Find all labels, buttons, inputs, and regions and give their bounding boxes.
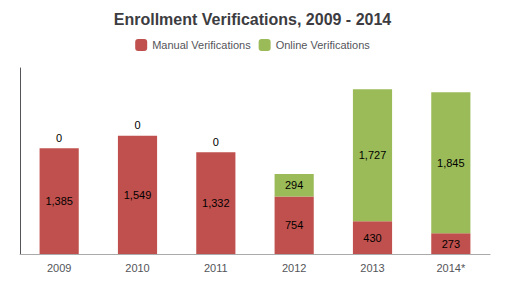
svg-text:2012: 2012 (282, 262, 306, 274)
svg-text:Online Verifications: Online Verifications (276, 39, 371, 51)
svg-text:2009: 2009 (47, 262, 71, 274)
svg-text:2014*: 2014* (436, 262, 465, 274)
svg-text:2011: 2011 (204, 262, 228, 274)
svg-text:Manual Verifications: Manual Verifications (152, 39, 251, 51)
svg-text:273: 273 (442, 238, 460, 250)
svg-text:430: 430 (363, 232, 381, 244)
svg-text:2010: 2010 (125, 262, 149, 274)
svg-text:754: 754 (285, 219, 303, 231)
svg-text:2013: 2013 (360, 262, 384, 274)
svg-text:1,385: 1,385 (45, 195, 73, 207)
svg-text:0: 0 (213, 136, 219, 148)
svg-text:0: 0 (134, 119, 140, 131)
svg-text:294: 294 (285, 179, 303, 191)
svg-text:1,845: 1,845 (437, 157, 465, 169)
svg-text:1,332: 1,332 (202, 197, 230, 209)
svg-text:1,549: 1,549 (124, 189, 152, 201)
svg-text:1,727: 1,727 (359, 149, 387, 161)
svg-text:Enrollment Verifications, 2009: Enrollment Verifications, 2009 - 2014 (114, 11, 392, 28)
svg-text:0: 0 (56, 132, 62, 144)
